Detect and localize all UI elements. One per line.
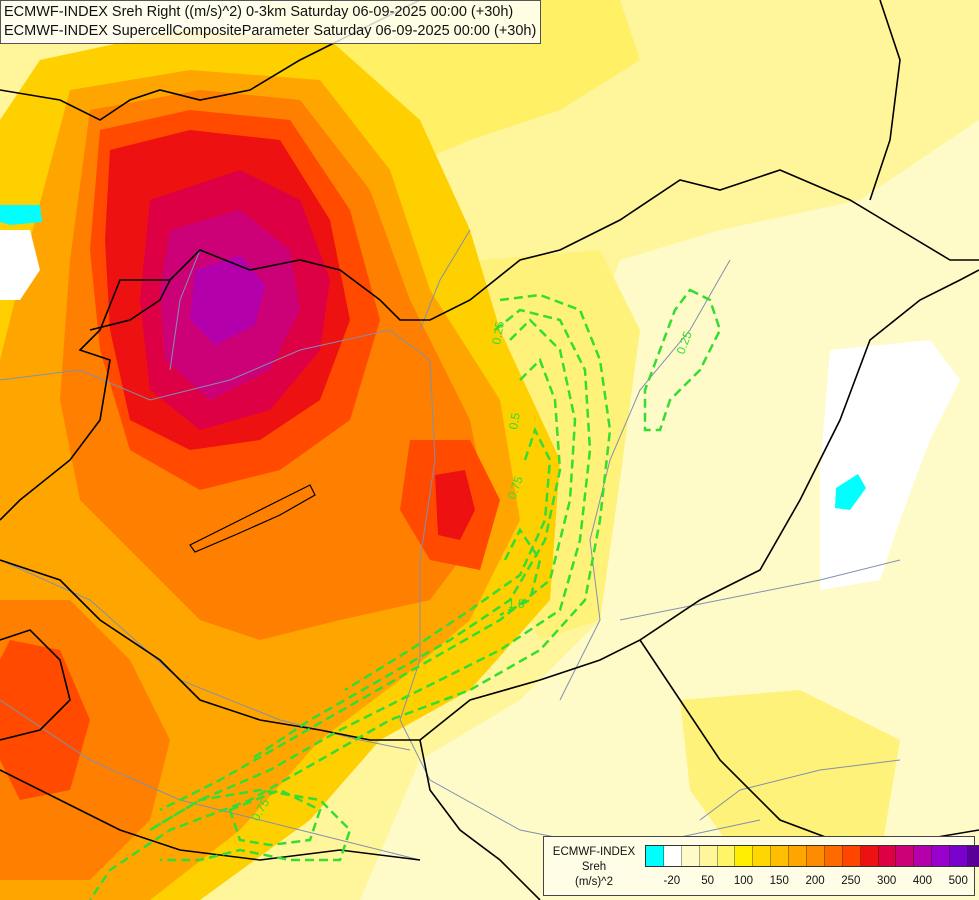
title-line-scp: ECMWF-INDEX SupercellCompositeParameter …	[4, 23, 537, 39]
legend-swatch	[663, 846, 682, 866]
legend-swatch	[878, 846, 897, 866]
border-slovenia	[0, 629, 71, 741]
map-title-box: ECMWF-INDEX Sreh Right ((m/s)^2) 0-3km S…	[0, 0, 542, 44]
title-line-sreh: ECMWF-INDEX Sreh Right ((m/s)^2) 0-3km S…	[4, 4, 514, 20]
sreh-zone-cyan-east	[835, 474, 866, 510]
legend-swatch	[735, 846, 754, 866]
legend-tick-label: 400	[912, 875, 933, 887]
contour-labels: 0.25 0.5 0.75 1.5 0.25 0.75	[248, 320, 694, 824]
border-slovakia-hungary	[169, 169, 979, 321]
legend-swatch	[699, 846, 718, 866]
contour-scp-sw-2	[228, 788, 322, 847]
legend-tick-label: 150	[769, 875, 789, 887]
legend-title-unit: (m/s)^2	[575, 876, 613, 888]
border-croatia-bosnia	[0, 769, 421, 861]
legend-swatch	[824, 846, 843, 866]
contour-scp-3	[159, 318, 577, 812]
legend-swatch	[896, 846, 915, 866]
contour-scp-5	[344, 426, 552, 692]
border-croatia-serbia	[419, 739, 541, 900]
legend-swatch	[932, 846, 951, 866]
legend-tick-label: 500	[948, 875, 968, 887]
contour-scp-sw	[149, 788, 352, 862]
rivers	[0, 229, 901, 861]
contour-scp-2	[149, 308, 592, 832]
border-hungary-romania	[639, 269, 979, 641]
legend-title-source: ECMWF-INDEX	[552, 846, 636, 858]
contour-scp-east	[643, 288, 722, 432]
legend-tick-label: 100	[733, 875, 754, 887]
border-romania-ukraine	[869, 0, 901, 201]
river-vah	[419, 229, 471, 331]
border-austria-hungary	[0, 279, 172, 521]
contour-scp-1	[88, 293, 612, 900]
legend-tick-label: 250	[841, 875, 861, 887]
legend-tick-label: -20	[663, 875, 681, 887]
legend-swatch	[968, 846, 979, 866]
contour-label: 1.5	[508, 597, 525, 611]
legend-swatch	[771, 846, 790, 866]
sreh-zone-white-east	[820, 340, 960, 590]
legend-title: ECMWF-INDEX Sreh (m/s)^2	[548, 845, 640, 890]
sreh-zone-yellow-south	[680, 690, 900, 860]
color-legend: ECMWF-INDEX Sreh (m/s)^2 -20 50 100 150 200 2…	[543, 836, 979, 896]
sreh-zone-red-orange-sw	[0, 640, 90, 800]
legend-tick-label: 300	[877, 875, 897, 887]
legend-swatch	[914, 846, 933, 866]
legend-swatch	[860, 846, 879, 866]
river-morava	[169, 249, 201, 371]
sreh-zone-red-2	[435, 470, 475, 540]
border-hungary-croatia	[0, 559, 420, 741]
legend-tick-label: 200	[805, 875, 825, 887]
river-mures	[619, 559, 901, 621]
legend-swatch	[717, 846, 736, 866]
contour-label: 0.5	[506, 411, 523, 430]
legend-tick-label: 50	[701, 875, 715, 887]
legend-swatches	[645, 845, 979, 867]
border-austria-slovakia-hungary	[0, 0, 421, 121]
river-tisza	[559, 259, 731, 701]
contour-scp-6	[499, 527, 542, 617]
sreh-zone-purple	[190, 255, 265, 345]
lake-balaton	[189, 484, 316, 553]
river-east	[699, 759, 901, 821]
scp-contours	[88, 288, 722, 900]
contour-scp-4	[249, 357, 562, 762]
legend-title-parameter: Sreh	[581, 861, 607, 873]
legend-swatch	[789, 846, 808, 866]
river-danube	[0, 329, 761, 851]
legend-swatch	[681, 846, 700, 866]
legend-swatch	[753, 846, 772, 866]
legend-swatch	[842, 846, 861, 866]
sreh-zone-cyan-west	[0, 205, 42, 225]
river-drava	[0, 559, 411, 751]
border-hungary-serbia	[419, 639, 641, 741]
sreh-zone-white-west	[0, 230, 40, 300]
legend-swatch	[646, 846, 664, 866]
contour-label: 0.25	[489, 320, 507, 346]
legend-swatch	[950, 846, 969, 866]
legend-swatch	[807, 846, 825, 866]
